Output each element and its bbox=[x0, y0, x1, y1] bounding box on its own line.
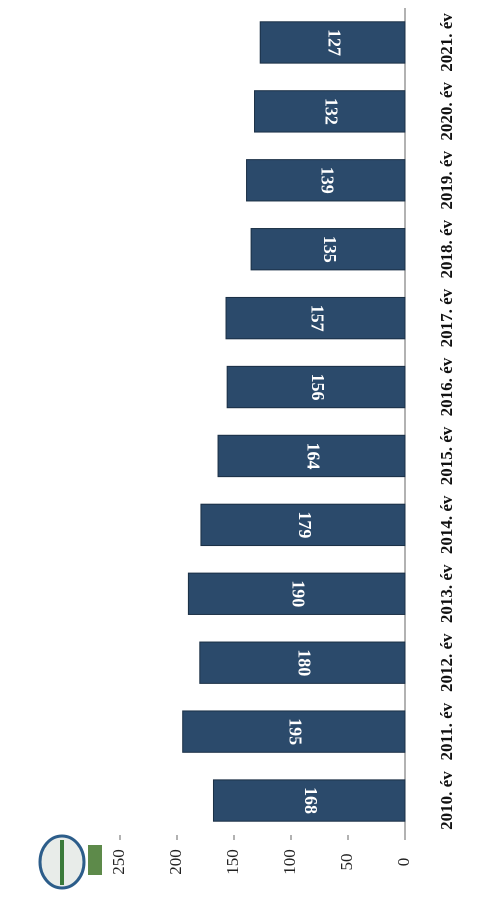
bar bbox=[250, 228, 406, 271]
bar bbox=[200, 503, 406, 547]
x-tick-label: 2016. év bbox=[437, 357, 456, 416]
bar bbox=[217, 434, 406, 478]
x-tick-label: 2018. év bbox=[437, 219, 456, 278]
x-tick-label: 2013. év bbox=[437, 564, 456, 623]
bar bbox=[226, 365, 406, 409]
value-label: 132 bbox=[322, 98, 342, 125]
bar bbox=[246, 159, 406, 202]
value-label: 164 bbox=[303, 442, 323, 469]
value-label: 168 bbox=[301, 787, 321, 814]
value-label: 139 bbox=[318, 167, 338, 194]
x-tick-label: 2011. év bbox=[437, 702, 456, 760]
x-tick-label: 2017. év bbox=[437, 288, 456, 347]
value-label: 195 bbox=[286, 718, 306, 745]
x-tick-label: 2012. év bbox=[437, 633, 456, 692]
bar bbox=[212, 779, 406, 822]
value-label: 190 bbox=[289, 580, 309, 607]
bar bbox=[225, 296, 406, 340]
value-label: 127 bbox=[324, 29, 344, 56]
bar bbox=[187, 572, 406, 615]
y-tick-label: 100 bbox=[280, 849, 299, 875]
value-label: 179 bbox=[295, 511, 315, 538]
value-label: 156 bbox=[308, 374, 328, 401]
y-tick-label: 250 bbox=[109, 849, 128, 875]
value-label: 157 bbox=[307, 305, 327, 332]
logo-badge bbox=[88, 845, 102, 875]
bar bbox=[259, 21, 406, 64]
x-tick-label: 2015. év bbox=[437, 426, 456, 485]
logo bbox=[38, 834, 102, 890]
y-tick-label: 200 bbox=[166, 849, 185, 875]
y-tick-label: 50 bbox=[337, 854, 356, 871]
x-tick-label: 2021. év bbox=[437, 13, 456, 72]
x-tick-label: 2014. év bbox=[437, 495, 456, 554]
y-tick-label: 0 bbox=[394, 858, 413, 867]
x-tick-label: 2020. év bbox=[437, 82, 456, 141]
bar bbox=[182, 710, 406, 753]
value-label: 135 bbox=[320, 236, 340, 263]
bar bbox=[254, 90, 406, 133]
x-tick-label: 2019. év bbox=[437, 151, 456, 210]
x-tick-label: 2010. év bbox=[437, 771, 456, 830]
bar bbox=[199, 641, 406, 684]
y-tick-label: 150 bbox=[223, 849, 242, 875]
value-label: 180 bbox=[294, 649, 314, 676]
